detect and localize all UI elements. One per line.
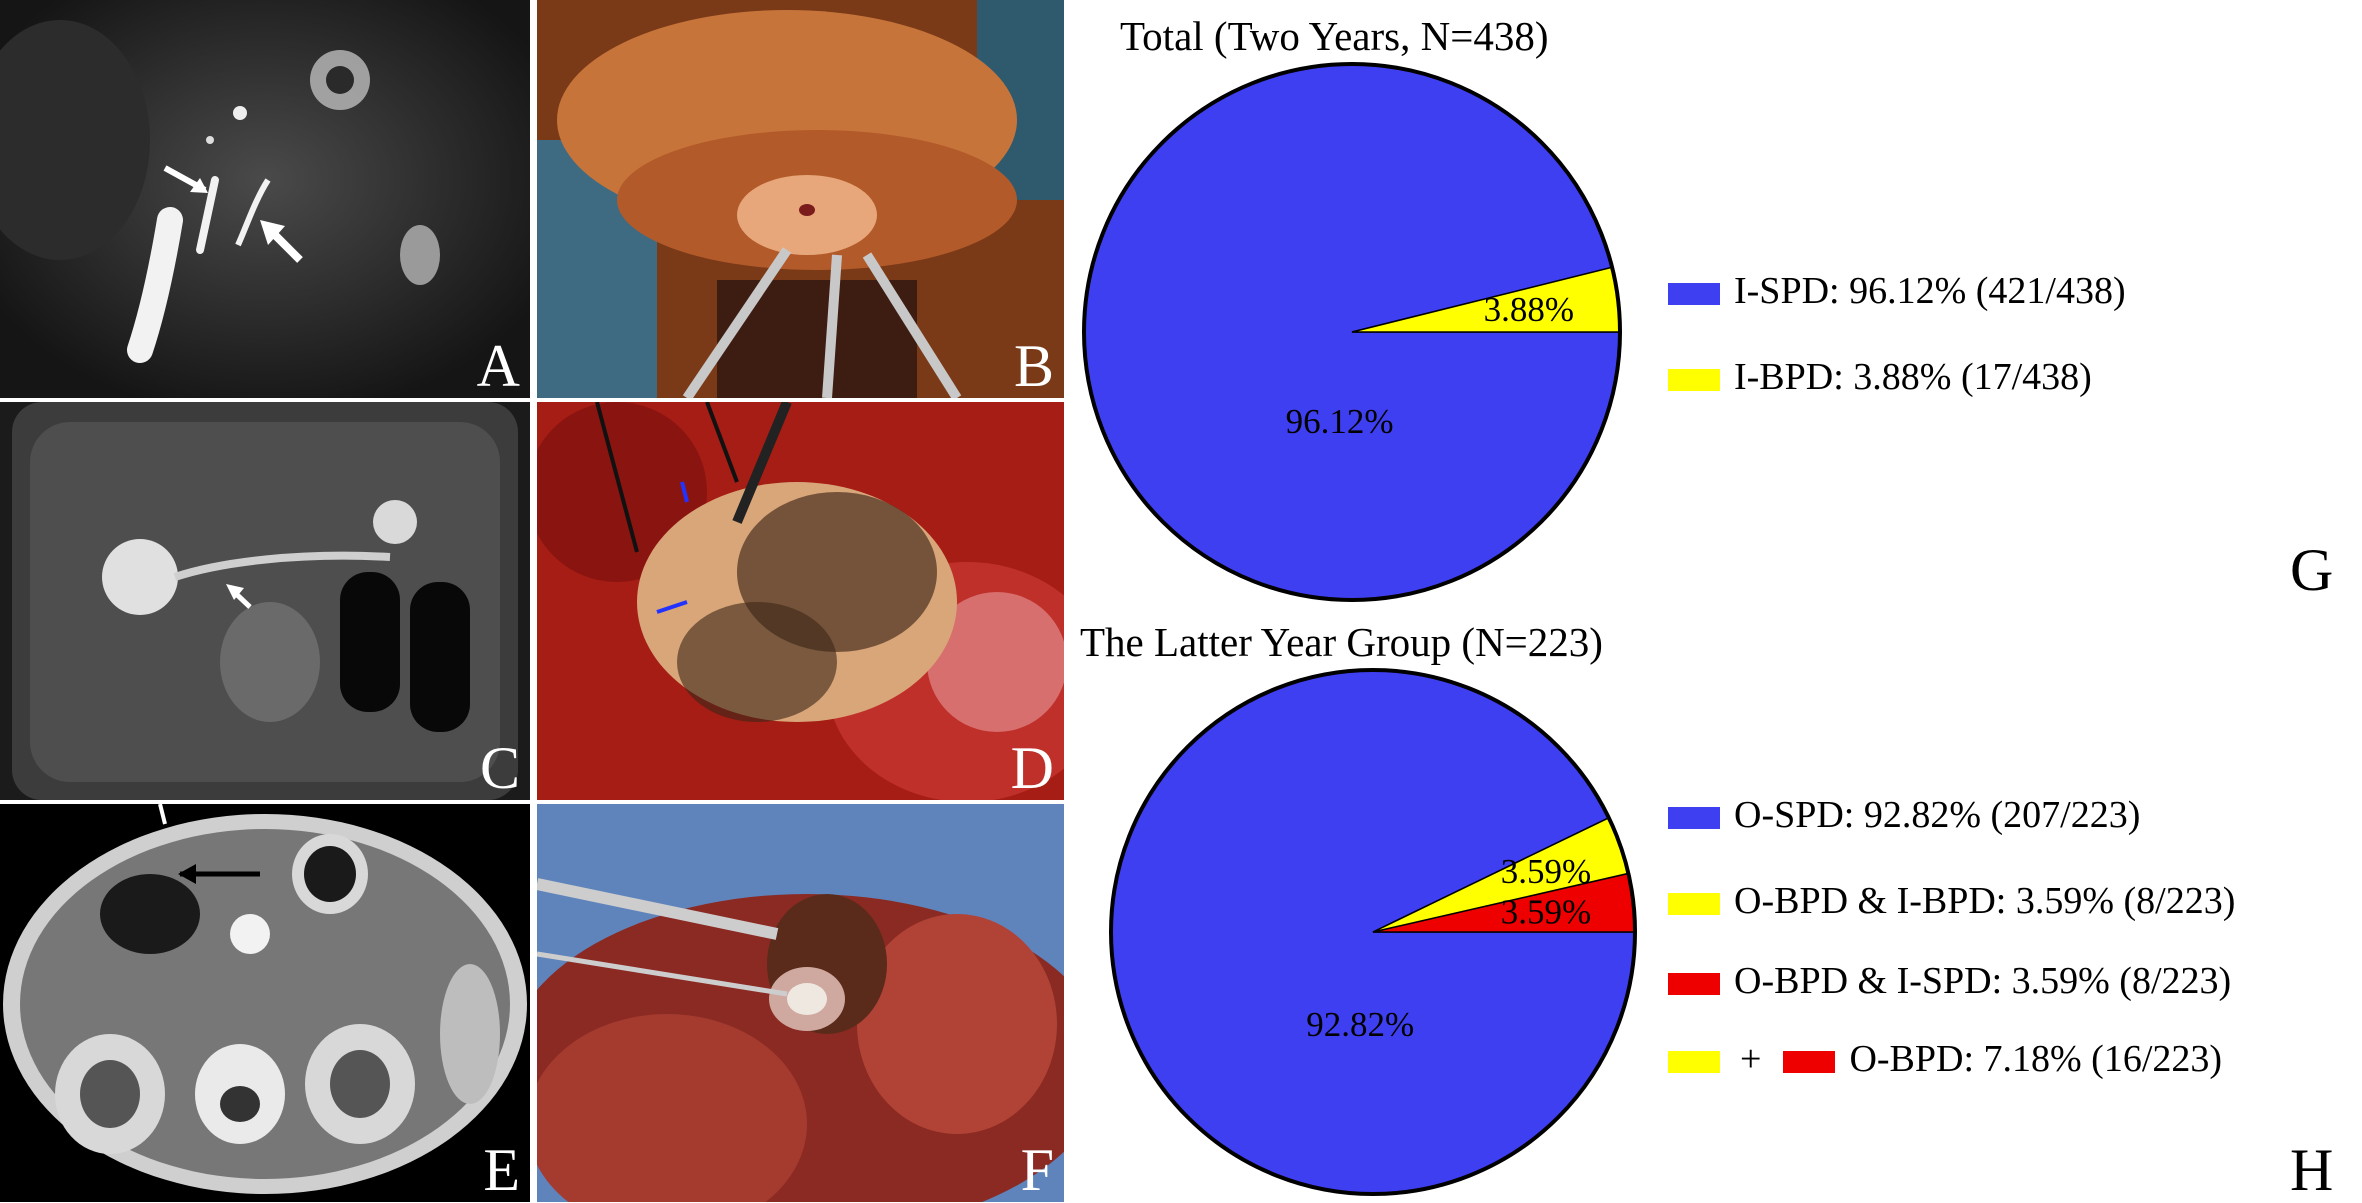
legend-swatch: [1668, 283, 1720, 306]
legend-text: O-BPD: 7.18% (16/223): [1849, 1038, 2223, 1080]
panel-label: C: [479, 735, 520, 800]
legend-swatch: [1668, 973, 1720, 996]
panel-c-mri-image: C: [0, 402, 530, 800]
legend-text: O-BPD & I-BPD: 3.59% (8/223): [1734, 880, 2236, 922]
chart-h-panel-label: H: [2290, 1137, 2334, 1203]
legend-item: O-BPD & I-BPD: 3.59% (8/223): [1668, 878, 2235, 924]
legend-swatch: [1668, 369, 1720, 392]
legend-item: I-SPD: 96.12% (421/438): [1668, 268, 2126, 314]
panel-e-ct-image: E: [0, 804, 530, 1202]
pie-slice-label: 3.88%: [1484, 290, 1574, 329]
pie-outline: [1082, 62, 1622, 602]
panel-f-surgical-photo: F: [537, 804, 1064, 1202]
pie-slice-label: 3.59%: [1501, 892, 1591, 931]
legend-item: + O-BPD: 7.18% (16/223): [1668, 1036, 2222, 1082]
chart-g-panel-label: G: [2290, 537, 2334, 603]
legend-swatch: [1783, 1051, 1836, 1074]
panel-label: E: [483, 1137, 520, 1202]
chart-g-title: Total (Two Years, N=438): [1120, 13, 1549, 59]
pie-slice-label: 3.59%: [1501, 852, 1591, 891]
chart-h-title: The Latter Year Group (N=223): [1080, 619, 1603, 665]
legend-text: O-BPD & I-SPD: 3.59% (8/223): [1734, 960, 2232, 1002]
legend-text: I-SPD: 96.12% (421/438): [1734, 270, 2126, 312]
legend-swatch: [1668, 807, 1720, 830]
panel-b-surgical-photo: B: [537, 0, 1064, 398]
pie-slice-label: 92.82%: [1306, 1005, 1414, 1044]
panel-label: B: [1013, 333, 1054, 398]
legend-swatch: [1668, 1051, 1720, 1074]
legend-plus: +: [1740, 1038, 1762, 1080]
legend-item: I-BPD: 3.88% (17/438): [1668, 354, 2092, 400]
pie-outline: [1109, 668, 1637, 1196]
legend-text: I-BPD: 3.88% (17/438): [1734, 356, 2092, 398]
legend-item: O-SPD: 92.82% (207/223): [1668, 792, 2140, 838]
legend-item: O-BPD & I-SPD: 3.59% (8/223): [1668, 958, 2231, 1004]
panel-d-surgical-photo: D: [537, 402, 1064, 800]
panel-label: D: [1010, 735, 1054, 800]
panel-a-mri-image: A: [0, 0, 530, 398]
legend-swatch: [1668, 893, 1720, 916]
panel-label: A: [476, 333, 520, 398]
pie-slice-label: 96.12%: [1286, 402, 1394, 441]
legend-text: O-SPD: 92.82% (207/223): [1734, 794, 2141, 836]
panel-label: F: [1020, 1137, 1054, 1202]
